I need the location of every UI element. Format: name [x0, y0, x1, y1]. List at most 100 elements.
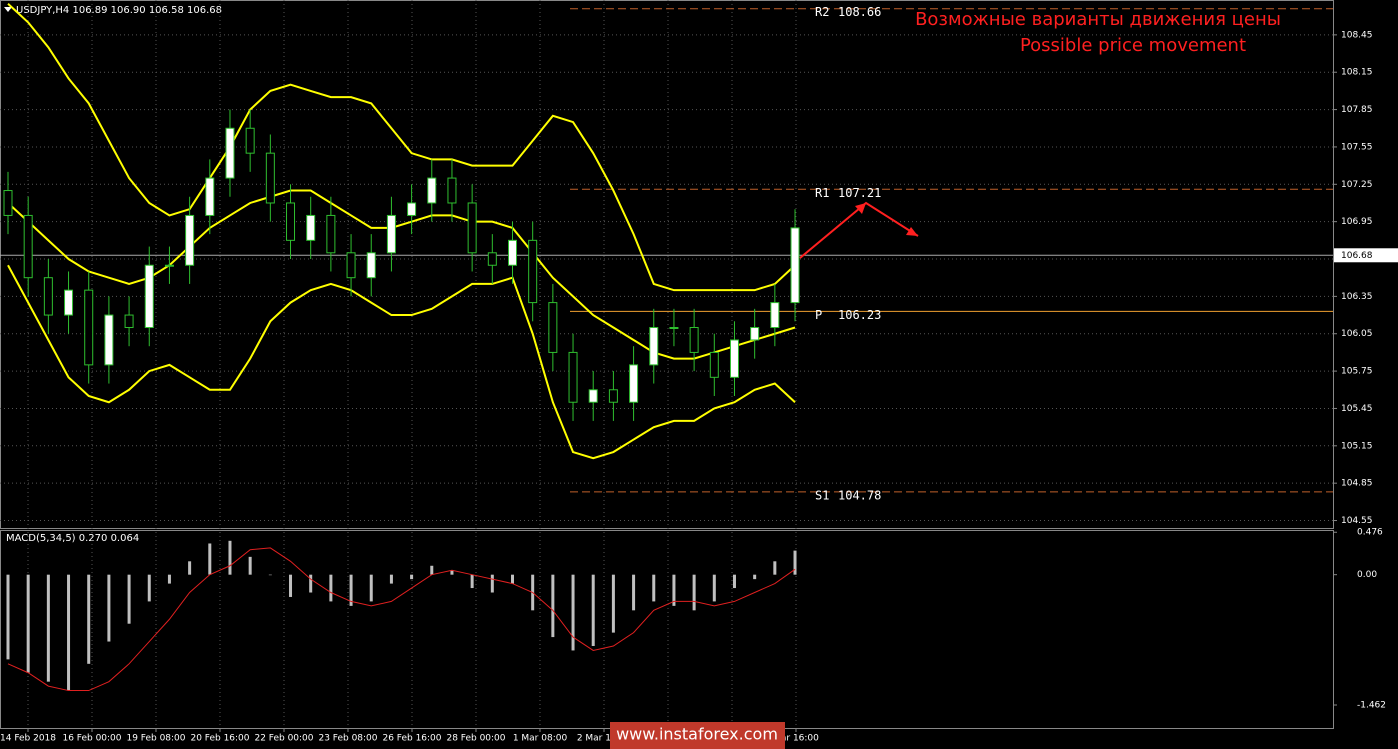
candle-body [608, 389, 618, 403]
y-tick-label: 104.55 [1341, 516, 1373, 526]
y-tick-label: 108.15 [1341, 68, 1373, 78]
x-tick-label: 2 Mar 16:00 [577, 734, 632, 744]
macd-bar [268, 574, 272, 576]
indicator-line [7, 547, 796, 692]
pivot-value: 107.21 [838, 186, 881, 200]
indicator-line [7, 264, 796, 460]
pivot-value: 106.23 [838, 308, 881, 322]
y-tick-label: 104.85 [1341, 479, 1373, 489]
watermark: www.instaforex.com [616, 725, 778, 744]
y-tick-label: 108.45 [1341, 30, 1373, 40]
macd-bar [46, 574, 50, 682]
y-tick-label: 107.25 [1341, 180, 1373, 190]
x-tick-label: 16 Feb 00:00 [62, 734, 121, 744]
candle-body [3, 190, 13, 216]
macd-bar [167, 574, 171, 584]
candle-body [508, 239, 517, 266]
macd-bar [107, 574, 111, 642]
candle-body [750, 327, 760, 341]
x-tick-label: 19 Feb 08:00 [126, 734, 185, 744]
macd-bar [289, 574, 293, 597]
macd-bar [490, 574, 494, 593]
x-tick-label: 23 Feb 08:00 [318, 734, 377, 744]
macd-bar [369, 574, 373, 602]
menu-triangle [4, 7, 12, 12]
candle-body [245, 127, 255, 154]
pivot-label: R1 [815, 186, 829, 200]
macd-bar [652, 574, 656, 602]
x-tick-label: 20 Feb 16:00 [190, 734, 249, 744]
macd-bar [672, 574, 676, 606]
pivot-value: 108.66 [838, 5, 881, 19]
macd-bar [389, 574, 393, 584]
macd-bar [511, 574, 514, 584]
candle-body [205, 177, 215, 216]
current-price-tag [1334, 248, 1398, 263]
macd-bar [248, 556, 252, 575]
macd-bar [430, 565, 434, 575]
macd-bar [67, 574, 71, 691]
macd-header: MACD(5,34,5) 0.270 0.064 [6, 533, 139, 544]
x-tick-label: 26 Feb 16:00 [382, 734, 441, 744]
chart-header: USDJPY,H4 106.89 106.90 106.58 106.68 [16, 5, 222, 16]
pivot-value: 104.78 [838, 488, 881, 502]
candle-body [487, 252, 497, 266]
y-tick-label: 106.05 [1341, 329, 1373, 339]
candle-body [225, 127, 235, 179]
macd-bar [127, 574, 131, 624]
x-tick-label: Mar 16:00 [773, 734, 819, 744]
candle-body [669, 327, 679, 330]
macd-bar [611, 574, 615, 633]
macd-bar [208, 543, 212, 575]
candle-body [770, 302, 780, 329]
candle-body [265, 152, 275, 204]
candle-body [124, 314, 134, 329]
macd-bar [329, 574, 333, 602]
candle-body [164, 264, 174, 267]
y-tick-label: 107.55 [1341, 142, 1373, 152]
macd-bar [147, 574, 151, 602]
x-tick-label: 1 Mar 08:00 [513, 734, 568, 744]
candle-body [346, 252, 356, 279]
candle-body [43, 277, 53, 316]
macd-bar [470, 574, 474, 589]
macd-bar [228, 540, 232, 575]
arrow-head-down [906, 227, 918, 236]
y-tick-label: 105.75 [1341, 367, 1373, 377]
x-tick-label: 14 Feb 2018 [0, 734, 56, 744]
macd-bar [632, 574, 636, 611]
candle-body [185, 214, 195, 266]
macd-bar [732, 574, 736, 589]
candle-body [548, 302, 558, 353]
candle-body [144, 264, 154, 329]
y-tick-label: 105.45 [1341, 404, 1373, 414]
candle-body [790, 227, 800, 304]
macd-bar [551, 574, 555, 638]
macd-bar [793, 550, 797, 575]
candle-body [588, 389, 598, 403]
candle-body [649, 327, 659, 366]
y-tick-label: 105.15 [1341, 441, 1373, 451]
candle-body [568, 351, 578, 403]
pivot-label: P [815, 308, 822, 322]
macd-bar [188, 561, 192, 575]
candle-body [326, 214, 336, 254]
y-tick-label: 106.95 [1341, 217, 1373, 227]
macd-bar [6, 574, 10, 660]
macd-bar [591, 574, 595, 646]
y-tick-label: 0.00 [1357, 570, 1377, 580]
arrow-head-up [855, 203, 866, 214]
y-tick-label: 107.85 [1341, 105, 1373, 115]
macd-bar [26, 574, 30, 673]
candle-body [64, 289, 74, 316]
macd-bar [450, 570, 454, 575]
indicator-line [7, 3, 796, 292]
annotation-ru: Возможные варианты движения цены [915, 9, 1281, 30]
x-tick-label: 28 Feb 00:00 [446, 734, 505, 744]
macd-bar [712, 574, 716, 602]
candle-body [629, 364, 639, 403]
